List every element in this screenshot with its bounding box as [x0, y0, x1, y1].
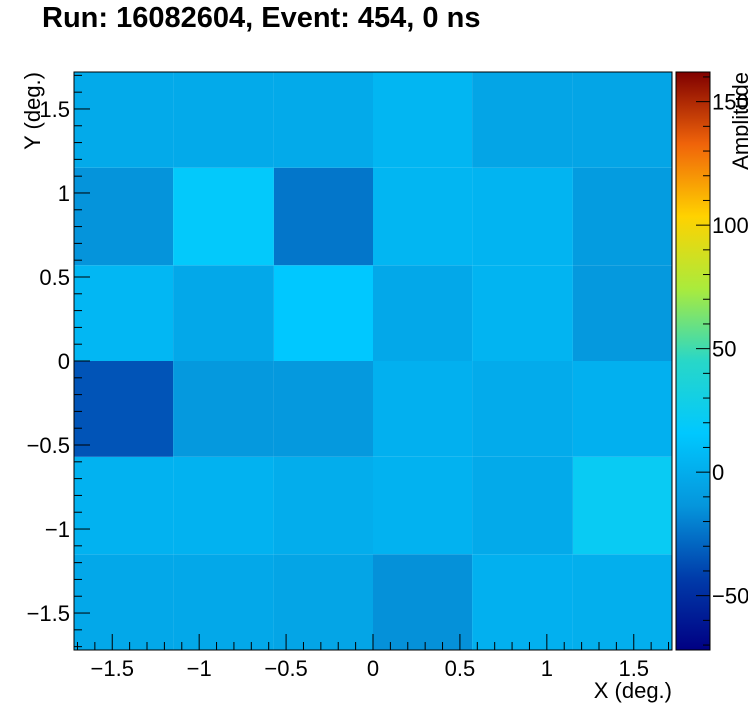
heatmap-cell — [472, 361, 573, 457]
heatmap-cell — [74, 554, 174, 650]
heatmap-cell — [572, 72, 672, 168]
heatmap-cell — [373, 265, 473, 361]
heatmap-cell — [273, 265, 373, 361]
x-tick-label: 0.5 — [445, 656, 476, 681]
heatmap-cell — [373, 167, 473, 266]
heatmap-cell — [173, 72, 274, 168]
z-tick-label: 50 — [712, 337, 736, 362]
z-tick-label: −50 — [712, 584, 748, 609]
heatmap-cell — [273, 167, 373, 266]
heatmap-cell — [273, 72, 373, 168]
heatmap-cell — [273, 361, 373, 457]
x-tick-label: 1 — [541, 656, 553, 681]
z-tick-label: 100 — [712, 213, 748, 238]
x-tick-label: −1.5 — [91, 656, 134, 681]
z-tick-label: 0 — [712, 460, 724, 485]
heatmap-cell — [572, 167, 672, 266]
heatmap-cell — [472, 167, 573, 266]
heatmap-cell — [373, 554, 473, 650]
x-tick-label: −0.5 — [264, 656, 307, 681]
x-axis: −1.5 −1 −0.5 0 0.5 1 1.5 — [76, 634, 670, 681]
heatmap-cell — [472, 72, 573, 168]
heatmap-cell — [173, 456, 274, 555]
y-tick-label: 0.5 — [39, 265, 70, 290]
heatmap-cell — [472, 554, 573, 650]
x-tick-label: 0 — [367, 656, 379, 681]
heatmap-cell — [74, 361, 174, 457]
heatmap-cell — [472, 265, 573, 361]
heatmap-cell — [273, 554, 373, 650]
heatmap-cell — [173, 265, 274, 361]
heatmap-cell — [373, 72, 473, 168]
heatmap-cell — [572, 456, 672, 555]
y-tick-label: 1.5 — [39, 97, 70, 122]
heatmap-cell — [572, 361, 672, 457]
y-axis: −1.5 −1 −0.5 0 0.5 1 1.5 — [27, 74, 90, 648]
y-tick-label: −0.5 — [27, 433, 70, 458]
chart-title: Run: 16082604, Event: 454, 0 ns — [42, 2, 481, 34]
y-tick-label: 1 — [58, 181, 70, 206]
heatmap-cell — [74, 167, 174, 266]
y-tick-label: −1.5 — [27, 601, 70, 626]
x-tick-label: −1 — [187, 656, 212, 681]
heatmap-cell — [173, 167, 274, 266]
heatmap-cell — [373, 361, 473, 457]
z-tick-label: 150 — [712, 90, 748, 115]
x-tick-label: 1.5 — [618, 656, 649, 681]
heatmap-cell — [74, 265, 174, 361]
color-scale-bar — [675, 71, 711, 651]
heatmap-cell — [572, 265, 672, 361]
heatmap-cells — [74, 72, 672, 650]
heatmap-cell — [572, 554, 672, 650]
x-axis-label: X (deg.) — [594, 678, 672, 703]
heatmap-cell — [173, 361, 274, 457]
heatmap-cell — [472, 456, 573, 555]
color-scale-label: Amplitude — [728, 72, 748, 170]
heatmap-cell — [373, 456, 473, 555]
color-scale-axis: −50 0 50 100 150 — [696, 76, 748, 646]
heatmap-cell — [173, 554, 274, 650]
heatmap-cell — [273, 456, 373, 555]
heatmap-cell — [74, 456, 174, 555]
y-axis-label: Y (deg.) — [20, 72, 45, 150]
y-tick-label: −1 — [45, 517, 70, 542]
heatmap-cell — [74, 72, 174, 168]
y-tick-label: 0 — [58, 349, 70, 374]
